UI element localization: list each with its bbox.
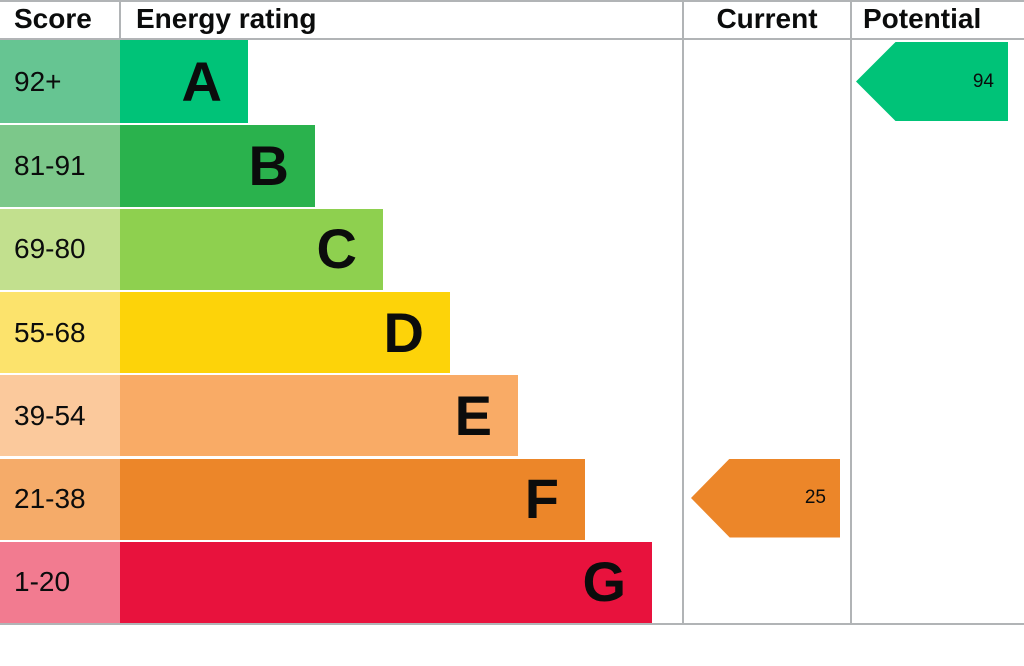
score-range-label-d: 55-68 — [0, 291, 120, 374]
score-range-label-c: 69-80 — [0, 208, 120, 290]
header-score: Score — [14, 3, 92, 34]
score-range-label-f: 21-38 — [0, 458, 120, 540]
score-range-label-g: 1-20 — [0, 541, 120, 624]
header-bottom-border — [0, 38, 1024, 40]
band-letter-g: G — [582, 550, 626, 614]
header-current: Current — [716, 3, 818, 34]
band-bar-e: E — [120, 375, 518, 457]
band-letter-b: B — [248, 133, 289, 197]
current-rating-arrow: 25 — [691, 458, 840, 538]
potential-column-divider — [850, 0, 852, 625]
band-row-e: 39-54 E — [0, 373, 683, 457]
band-row-d: 55-68 D — [0, 289, 683, 374]
potential-rating-value: 94 — [972, 70, 994, 92]
score-range-label-a: 92+ — [0, 40, 120, 124]
table-bottom-border — [0, 623, 1024, 625]
band-row-c: 69-80 C — [0, 206, 683, 290]
band-bar-d: D — [120, 291, 450, 374]
band-row-f: 21-38 F — [0, 456, 683, 540]
score-range-label-e: 39-54 — [0, 375, 120, 457]
band-letter-f: F — [524, 467, 559, 531]
band-bar-g: G — [120, 541, 652, 624]
score-range-label-b: 81-91 — [0, 125, 120, 207]
table-top-border — [0, 0, 1024, 2]
band-letter-e: E — [454, 383, 492, 447]
header-energy-rating: Energy rating — [136, 3, 317, 34]
current-rating-value: 25 — [804, 487, 826, 508]
band-bar-a: A — [120, 40, 248, 124]
band-row-g: 1-20 G — [0, 539, 683, 624]
current-column-divider — [682, 0, 684, 625]
band-bar-b: B — [120, 125, 315, 207]
band-bar-c: C — [120, 208, 383, 290]
band-row-a: 92+ A — [0, 40, 683, 124]
band-letter-d: D — [383, 300, 424, 364]
score-column-divider — [119, 0, 121, 38]
header-potential: Potential — [863, 3, 982, 34]
band-letter-c: C — [316, 217, 357, 281]
band-letter-a: A — [181, 49, 222, 113]
potential-rating-arrow: 94 — [856, 42, 1008, 121]
band-bar-f: F — [120, 458, 585, 540]
band-row-b: 81-91 B — [0, 123, 683, 207]
